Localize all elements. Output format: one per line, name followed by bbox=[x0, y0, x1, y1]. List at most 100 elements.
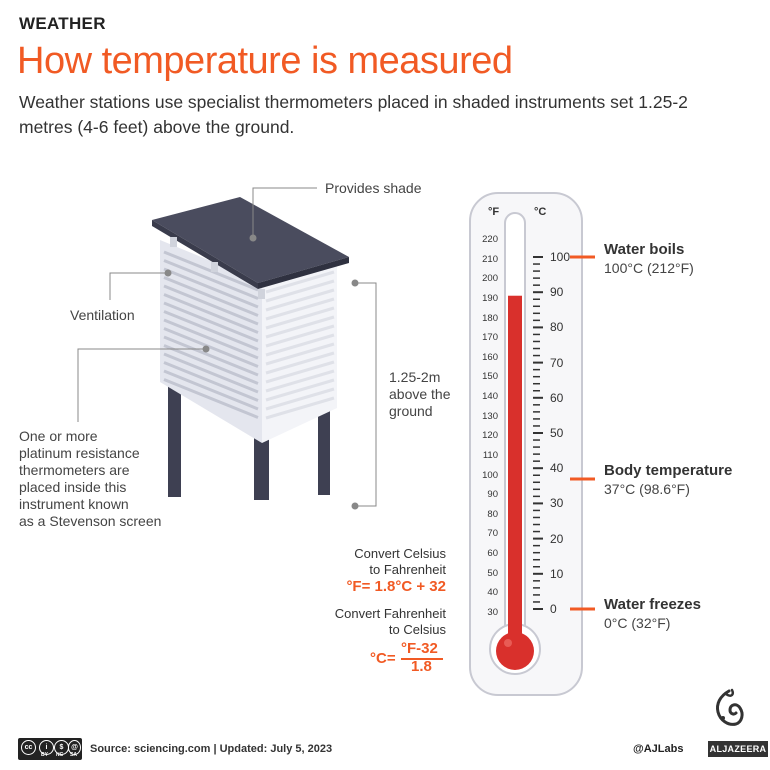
louvre-slat bbox=[265, 279, 335, 303]
fahrenheit-tick-label: 220 bbox=[482, 234, 498, 245]
screen-roof-edge-side bbox=[258, 257, 349, 289]
louvre-slat bbox=[265, 288, 335, 312]
fahrenheit-tick-label: 200 bbox=[482, 273, 498, 285]
caption-f-to-c: Convert Fahrenheit to Celsius bbox=[334, 606, 446, 637]
louvre-slat bbox=[163, 335, 259, 377]
creative-commons-badge: cc i $ @ BY NC SA bbox=[18, 738, 82, 760]
cc-label-by: BY bbox=[41, 752, 48, 758]
fahrenheit-tick-label: 190 bbox=[482, 292, 498, 304]
celsius-ticks bbox=[533, 256, 543, 610]
formula-c-to-f: °F= 1.8°C + 32 bbox=[346, 578, 446, 595]
social-handle: @AJLabs bbox=[633, 743, 684, 755]
louvre-slat bbox=[163, 361, 259, 402]
annotation-water-boils: Water boils 100°C (212°F) bbox=[604, 241, 694, 276]
screen-post bbox=[211, 262, 218, 272]
leader-dot bbox=[351, 502, 359, 510]
cc-label-nc: NC bbox=[56, 752, 64, 758]
annotation-water-freezes: Water freezes 0°C (32°F) bbox=[604, 596, 701, 631]
louvre-slat bbox=[265, 360, 335, 384]
label-ventilation: Ventilation bbox=[70, 307, 135, 323]
caption-c-to-f: Convert Celsius to Fahrenheit bbox=[354, 546, 446, 577]
fahrenheit-tick-label: 30 bbox=[487, 607, 498, 618]
screen-roof-edge bbox=[152, 220, 258, 289]
screen-post bbox=[170, 237, 177, 247]
louvre-slat bbox=[163, 318, 259, 360]
louvre-slat bbox=[265, 396, 335, 420]
fahrenheit-tick-label: 150 bbox=[482, 371, 498, 383]
celsius-tick-label: 100 bbox=[550, 250, 571, 264]
louvre-slat bbox=[265, 333, 335, 357]
label-thermometer-description: One or more platinum resistance thermome… bbox=[19, 428, 162, 529]
screen-right-face bbox=[262, 262, 337, 443]
louvre-slat bbox=[265, 324, 335, 348]
fahrenheit-tick-label: 70 bbox=[487, 528, 498, 540]
louvre-slat bbox=[265, 378, 335, 402]
louvre-slat bbox=[163, 259, 259, 300]
celsius-tick-label: 40 bbox=[550, 461, 564, 476]
louvre-slat bbox=[265, 387, 335, 411]
fahrenheit-tick-label: 110 bbox=[482, 449, 498, 461]
leader-dot bbox=[249, 234, 257, 242]
fahrenheit-tick-label: 170 bbox=[482, 332, 498, 344]
louvre-slat bbox=[163, 293, 259, 334]
source-credit: Source: sciencing.com | Updated: July 5,… bbox=[90, 743, 333, 755]
fahrenheit-tick-label: 50 bbox=[487, 567, 498, 579]
celsius-tick-label: 10 bbox=[550, 566, 564, 581]
cc-by-icon: i bbox=[39, 740, 54, 755]
formula-f-to-c: °C= °F-32 1.8 bbox=[368, 640, 448, 676]
annotation-body-temperature: Body temperature 37°C (98.6°F) bbox=[604, 462, 733, 497]
aljazeera-logo-icon bbox=[716, 688, 744, 726]
kicker: WEATHER bbox=[19, 14, 106, 33]
screen-leg-back bbox=[318, 395, 330, 495]
leader-dot bbox=[202, 345, 210, 353]
thermometer-bulb bbox=[496, 632, 534, 670]
louvre-slat bbox=[163, 378, 259, 419]
celsius-tick-label: 80 bbox=[550, 320, 564, 335]
louvre-slat bbox=[163, 310, 259, 351]
subtitle: Weather stations use specialist thermome… bbox=[19, 92, 688, 137]
louvre-slat bbox=[163, 327, 259, 368]
fahrenheit-tick-label: 80 bbox=[487, 508, 498, 520]
leader-dot bbox=[351, 279, 359, 287]
annotation-markers bbox=[570, 255, 595, 611]
mercury-column bbox=[508, 295, 522, 651]
louvre-slat bbox=[265, 342, 335, 366]
fahrenheit-tick-label: 60 bbox=[487, 548, 498, 560]
fahrenheit-tick-label: 90 bbox=[487, 489, 498, 501]
celsius-tick-label: 60 bbox=[550, 390, 564, 405]
footer: cc i $ @ BY NC SA Source: sciencing.com … bbox=[18, 738, 768, 762]
louvre-slat bbox=[163, 352, 259, 394]
louvre-slat bbox=[265, 369, 335, 393]
leader-shade bbox=[252, 187, 317, 238]
brand-wordmark: ALJAZEERA bbox=[708, 741, 768, 757]
fahrenheit-tick-label: 180 bbox=[482, 312, 498, 324]
celsius-tick-label: 70 bbox=[550, 355, 564, 370]
celsius-tick-label: 0 bbox=[550, 602, 557, 616]
fahrenheit-tick-label: 160 bbox=[482, 351, 498, 363]
page-title: How temperature is measured bbox=[17, 40, 513, 82]
ventilation-louvres-side bbox=[265, 270, 335, 420]
height-bracket bbox=[355, 282, 377, 507]
ventilation-louvres bbox=[163, 250, 259, 419]
celsius-tick-label: 20 bbox=[550, 531, 564, 546]
screen-leg-left bbox=[168, 385, 181, 497]
louvre-slat bbox=[265, 297, 335, 321]
cc-sa-icon: @ bbox=[68, 740, 81, 755]
louvre-slat bbox=[163, 369, 259, 411]
louvre-slat bbox=[163, 344, 259, 385]
fahrenheit-tick-label: 140 bbox=[482, 391, 498, 403]
celsius-tick-label: 50 bbox=[550, 426, 564, 440]
thermometer bbox=[469, 192, 583, 696]
celsius-tick-label: 30 bbox=[550, 496, 564, 511]
cc-label-sa: SA bbox=[70, 752, 77, 758]
fahrenheit-tick-label: 130 bbox=[482, 410, 498, 422]
fahrenheit-tick-label: 120 bbox=[482, 430, 498, 442]
bulb-highlight bbox=[504, 639, 512, 647]
leader-ventilation bbox=[109, 272, 168, 300]
louvre-slat bbox=[265, 306, 335, 330]
louvre-slat bbox=[163, 284, 259, 326]
cc-icon: cc bbox=[21, 740, 36, 755]
leader-dot bbox=[164, 269, 172, 277]
celsius-tick-label: 90 bbox=[550, 285, 564, 300]
louvre-slat bbox=[265, 270, 335, 294]
